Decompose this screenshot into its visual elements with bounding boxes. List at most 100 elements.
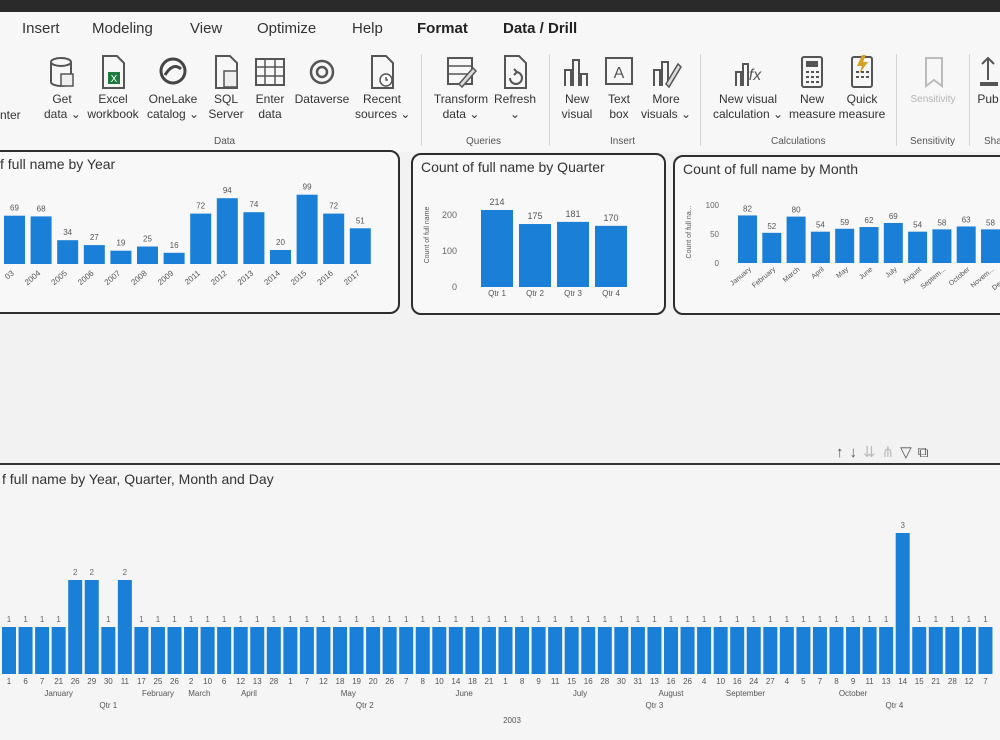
bar[interactable]	[18, 627, 33, 674]
bar[interactable]	[323, 213, 345, 264]
bar[interactable]	[266, 627, 281, 674]
bar[interactable]	[167, 627, 182, 674]
bar[interactable]	[448, 627, 463, 674]
bar[interactable]	[614, 627, 629, 674]
bar[interactable]	[243, 212, 265, 264]
text-box-button[interactable]: A Text box	[602, 54, 636, 122]
bar[interactable]	[961, 627, 976, 674]
year-chart-card[interactable]: f full name by Year 69 03 68 2004 34 2005 27 20…	[0, 150, 400, 314]
bar[interactable]	[217, 627, 232, 674]
bar[interactable]	[333, 627, 347, 674]
year-bar-chart[interactable]: 69 03 68 2004 34 2005 27 2006 19 2007 25 2008 16 2009…	[0, 172, 398, 312]
bar[interactable]	[713, 627, 728, 674]
bar[interactable]	[835, 228, 855, 263]
bar[interactable]	[51, 627, 66, 674]
sql-server-button[interactable]: SQL Server	[207, 54, 245, 122]
drill-up-icon[interactable]: ↑	[836, 444, 850, 461]
new-measure-button[interactable]: New measure	[789, 54, 836, 122]
bar[interactable]	[912, 627, 927, 674]
bar[interactable]	[812, 627, 827, 674]
quick-measure-button[interactable]: Quick measure	[837, 54, 887, 122]
bar[interactable]	[382, 627, 397, 674]
recent-sources-button[interactable]: Recent sources ⌄	[355, 54, 410, 122]
bar[interactable]	[978, 627, 993, 674]
bar[interactable]	[432, 627, 447, 674]
bar[interactable]	[664, 627, 678, 674]
bar[interactable]	[746, 627, 761, 674]
bar[interactable]	[101, 627, 116, 674]
bar[interactable]	[184, 627, 199, 674]
month-bar-chart[interactable]: Count of full na... 100 50 0 82 January 52 Febr…	[675, 177, 1000, 313]
tab-view[interactable]: View	[190, 20, 223, 37]
new-visual-button[interactable]: New visual	[558, 54, 596, 122]
tab-data-drill[interactable]: Data / Drill	[503, 20, 578, 37]
bar[interactable]	[862, 627, 877, 674]
bar[interactable]	[399, 627, 414, 674]
tab-format[interactable]: Format	[417, 20, 468, 37]
tab-insert[interactable]: Insert	[22, 20, 60, 37]
bar[interactable]	[283, 627, 298, 674]
bar[interactable]	[810, 231, 830, 263]
bar[interactable]	[595, 225, 627, 287]
bar[interactable]	[928, 627, 943, 674]
bar[interactable]	[296, 194, 318, 264]
bar[interactable]	[498, 627, 513, 674]
bar[interactable]	[349, 228, 371, 264]
bar[interactable]	[137, 246, 158, 265]
transform-data-button[interactable]: Transform data ⌄	[431, 54, 491, 122]
bar[interactable]	[879, 627, 894, 674]
tab-optimize[interactable]: Optimize	[257, 20, 317, 37]
bar[interactable]	[945, 627, 960, 674]
bar[interactable]	[786, 216, 806, 263]
bar[interactable]	[316, 627, 331, 674]
bar[interactable]	[519, 224, 551, 287]
bar[interactable]	[57, 240, 79, 264]
bar[interactable]	[846, 627, 861, 674]
refresh-button[interactable]: Refresh ⌄	[493, 54, 537, 122]
onelake-catalog-button[interactable]: OneLake catalog ⌄	[146, 54, 200, 122]
bar[interactable]	[163, 252, 185, 264]
bar[interactable]	[481, 627, 496, 674]
bar[interactable]	[581, 627, 596, 674]
bar[interactable]	[366, 627, 381, 674]
expand-next-level-icon[interactable]: ⇊	[863, 444, 882, 461]
bar[interactable]	[763, 627, 778, 674]
focus-mode-icon[interactable]: ⧉	[917, 444, 935, 461]
bar[interactable]	[932, 229, 952, 263]
bar[interactable]	[883, 222, 903, 263]
bar[interactable]	[270, 250, 291, 264]
bar[interactable]	[216, 198, 238, 264]
tab-modeling[interactable]: Modeling	[92, 20, 153, 37]
bar[interactable]	[548, 627, 563, 674]
bar[interactable]	[465, 627, 480, 674]
bar[interactable]	[796, 627, 811, 674]
dataverse-button[interactable]: Dataverse	[293, 54, 351, 107]
quarter-chart-card[interactable]: Count of full name by Quarter Count of f…	[411, 153, 666, 315]
bar[interactable]	[250, 627, 265, 674]
bar[interactable]	[415, 627, 430, 674]
filter-icon[interactable]: ▽	[900, 444, 918, 461]
bar[interactable]	[68, 580, 83, 674]
bar[interactable]	[134, 627, 149, 674]
bar[interactable]	[908, 231, 928, 263]
expand-all-icon[interactable]: ⋔	[881, 444, 901, 461]
bar[interactable]	[117, 580, 132, 674]
new-visual-calculation-button[interactable]: fx New visual calculation ⌄	[710, 54, 786, 122]
enter-data-button[interactable]: Enter data	[252, 54, 288, 122]
bar[interactable]	[829, 627, 844, 674]
bar[interactable]	[981, 229, 1000, 263]
bar[interactable]	[83, 245, 105, 264]
bar[interactable]	[557, 221, 589, 287]
day-chart-card[interactable]: f full name by Year, Quarter, Month and …	[0, 463, 1000, 740]
bar[interactable]	[481, 210, 513, 287]
bar[interactable]	[150, 627, 165, 674]
bar[interactable]	[564, 627, 579, 674]
more-visuals-button[interactable]: More visuals ⌄	[641, 54, 691, 122]
bar[interactable]	[200, 627, 215, 674]
day-bar-chart[interactable]: 1116171212262291302111171251261211016112…	[0, 489, 1000, 739]
bar[interactable]	[299, 627, 314, 674]
tab-help[interactable]: Help	[352, 20, 383, 37]
bar[interactable]	[647, 627, 662, 674]
bar[interactable]	[30, 216, 52, 264]
bar[interactable]	[895, 533, 910, 674]
